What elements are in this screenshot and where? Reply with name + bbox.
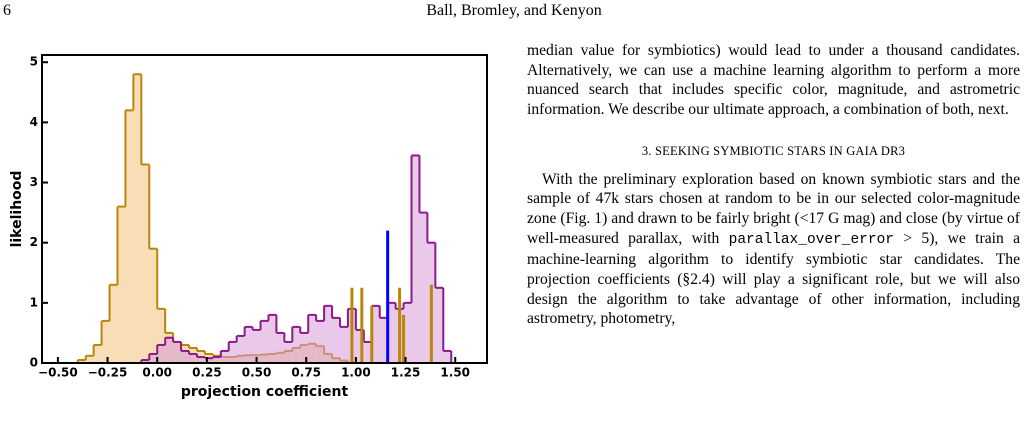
histogram-bar <box>443 350 452 363</box>
histogram-bar <box>300 332 309 363</box>
y-tick-label: 5 <box>30 55 38 69</box>
histogram-bar <box>189 353 197 363</box>
running-head: Ball, Bromley, and Kenyon <box>426 2 602 19</box>
histogram-bar <box>149 248 158 363</box>
y-tick-label: 3 <box>30 175 38 189</box>
chart: 0 1 2 3 4 5 −0.50 −0.25 0.00 0.25 0.50 0.75 1.00 1.25… <box>9 54 488 400</box>
y-tick-label: 4 <box>30 115 38 129</box>
histogram-bar <box>332 317 340 363</box>
histogram-bar <box>244 326 253 363</box>
histogram-bar <box>371 305 380 363</box>
y-tick-label: 2 <box>30 235 38 249</box>
histogram-bar <box>284 341 293 363</box>
x-tick-label: −0.50 <box>38 366 78 380</box>
histogram-bar <box>387 302 396 363</box>
y-axis-label: likelihood <box>9 171 25 248</box>
histogram-bar <box>165 337 174 363</box>
histogram-bar <box>308 314 317 363</box>
y-tick-label: 0 <box>30 356 38 370</box>
histogram-bar <box>276 332 285 363</box>
histogram-bar <box>228 341 237 363</box>
y-tick-label: 1 <box>30 295 38 309</box>
x-tick-label: 1.00 <box>341 366 371 380</box>
x-tick-label: 0.75 <box>291 366 321 380</box>
histogram-bar <box>109 284 118 363</box>
histogram-bar <box>133 74 142 363</box>
histogram-bar <box>268 314 277 363</box>
histogram-bar <box>149 353 158 363</box>
code: parallax_over_error <box>728 231 894 248</box>
histogram-bar <box>196 356 205 363</box>
histogram-bar <box>141 359 150 363</box>
x-tick-label: 0.25 <box>192 366 222 380</box>
histogram-bar <box>411 155 420 363</box>
histogram-bar <box>435 287 444 363</box>
plot-frame <box>41 54 488 364</box>
histogram-bar <box>181 350 190 363</box>
histogram-bar <box>157 308 166 363</box>
x-tick-label: 0.50 <box>242 366 272 380</box>
histogram-bar <box>77 359 86 363</box>
histogram-bar <box>236 335 245 363</box>
histogram-bar <box>117 206 126 363</box>
x-tick-label: −0.25 <box>88 366 128 380</box>
histogram-bar <box>252 329 261 363</box>
histogram-bar <box>355 329 364 363</box>
paragraph: median value for symbiotics) would lead … <box>527 42 1020 119</box>
histogram-bar <box>379 317 388 363</box>
page-number: 6 <box>3 2 11 19</box>
histogram-bar <box>339 326 348 363</box>
histogram-bar <box>93 344 102 363</box>
x-axis-label: projection coefficient <box>181 384 349 400</box>
histogram-bar <box>101 320 110 363</box>
histogram-bar <box>220 350 229 363</box>
histogram-bar <box>141 164 150 363</box>
text: With the preliminary exploration based o… <box>527 170 1020 247</box>
histogram-bar <box>173 341 182 363</box>
histogram-bar <box>403 302 412 363</box>
histogram-bar <box>260 320 269 363</box>
histogram-bar <box>419 212 428 363</box>
histogram-bar <box>204 358 213 363</box>
paragraph: With the preliminary exploration based o… <box>527 170 1020 330</box>
x-tick-label: 1.25 <box>391 366 421 380</box>
histogram-bar <box>316 320 325 363</box>
histogram-bar <box>212 356 221 363</box>
histogram-bar <box>324 305 333 363</box>
histogram-bar <box>363 341 372 363</box>
histogram-bar <box>157 344 166 363</box>
text: > 5), we train a machine-learning algori… <box>527 229 1021 328</box>
x-tick-label: 0.00 <box>142 366 172 380</box>
histogram-bar <box>125 110 134 363</box>
histogram-bar <box>85 355 94 363</box>
histogram-bar <box>292 326 301 363</box>
text-column: median value for symbiotics) would lead … <box>527 41 1020 329</box>
section-heading: 3. SEEKING SYMBIOTIC STARS IN GAIA DR3 <box>641 143 906 158</box>
x-tick-label: 1.50 <box>440 366 470 380</box>
